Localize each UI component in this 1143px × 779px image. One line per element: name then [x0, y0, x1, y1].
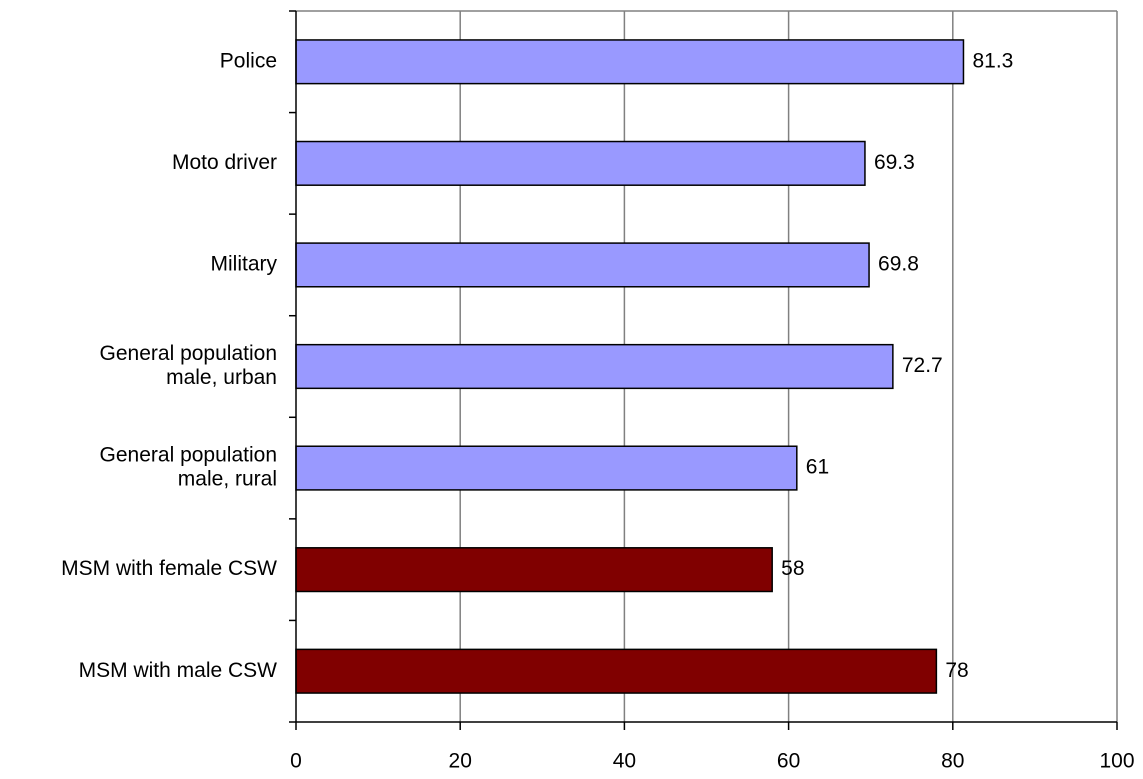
x-tick-label-5: 100 [1099, 750, 1134, 773]
axis-layer [289, 10, 1118, 730]
x-tick-label-4: 80 [941, 750, 964, 773]
data-label-4: 61 [806, 456, 829, 479]
x-tick-label-1: 20 [449, 750, 472, 773]
label-layer: 81.3 Police 69.3 Moto driver 69.8 Military 72.… [61, 49, 1134, 772]
data-label-1: 69.3 [874, 151, 915, 174]
bar-3 [295, 343, 894, 390]
category-label-4-1: male, rural [178, 468, 277, 491]
x-tick-label-2: 40 [613, 750, 636, 773]
data-label-3: 72.7 [902, 354, 943, 377]
x-tick-label-0: 0 [290, 750, 302, 773]
bar-2 [295, 242, 870, 288]
data-label-6: 78 [945, 659, 968, 682]
category-label-0-0: Police [220, 49, 277, 72]
category-label-4-0: General population [100, 444, 277, 467]
bar-6 [295, 648, 938, 694]
bar-5 [295, 547, 773, 593]
bar-1 [295, 140, 866, 186]
data-label-5: 58 [781, 557, 804, 580]
bars-layer [295, 39, 965, 694]
category-label-6-0: MSM with male CSW [79, 659, 278, 682]
data-label-2: 69.8 [878, 252, 919, 275]
bar-4 [295, 445, 798, 491]
data-label-0: 81.3 [972, 49, 1013, 72]
category-label-2-0: Military [211, 252, 278, 275]
bar-0 [295, 39, 965, 85]
x-tick-label-3: 60 [777, 750, 800, 773]
category-label-3-1: male, urban [166, 366, 277, 389]
category-label-3-0: General population [100, 342, 277, 365]
category-label-5-0: MSM with female CSW [61, 557, 277, 580]
category-label-1-0: Moto driver [172, 151, 277, 174]
